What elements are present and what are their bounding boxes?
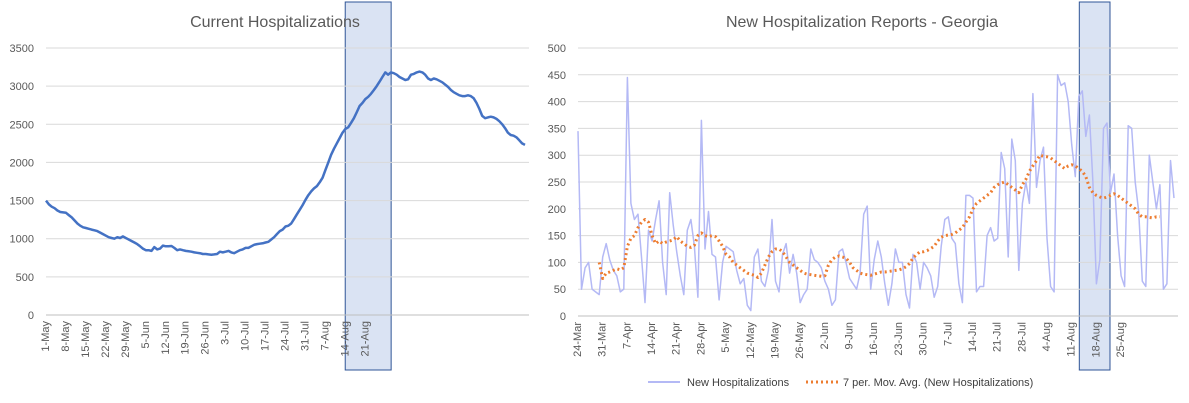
y-tick-labels: 0 500 1000 1500 2000 2500 3000 3500 bbox=[10, 43, 34, 322]
new-hospitalization-reports-chart: 0 50 100 150 200 250 300 350 400 450 500 24-Mar 31-… bbox=[548, 1, 1178, 389]
y-tick-label: 0 bbox=[28, 310, 34, 322]
x-tick-label: 29-May bbox=[120, 321, 132, 358]
y-gridlines bbox=[46, 47, 529, 316]
y-tick-label: 3500 bbox=[10, 43, 34, 55]
y-tick-label: 200 bbox=[548, 204, 566, 216]
chart-title: New Hospitalization Reports - Georgia bbox=[726, 14, 998, 31]
x-tick-label: 19-Jun bbox=[180, 321, 192, 355]
x-tick-label: 18-Aug bbox=[1090, 322, 1102, 357]
x-tick-label: 25-Aug bbox=[1115, 322, 1127, 357]
y-tick-label: 350 bbox=[548, 123, 566, 135]
x-tick-label: 4-Aug bbox=[1041, 322, 1053, 351]
x-tick-label: 12-Jun bbox=[160, 321, 172, 355]
x-tick-labels: 24-Mar 31-Mar 7-Apr 14-Apr 21-Apr 28-Apr 5-May… bbox=[572, 322, 1127, 359]
x-tick-label: 11-Aug bbox=[1066, 322, 1078, 357]
series-line-primary bbox=[45, 70, 526, 256]
x-tick-label: 14-Aug bbox=[339, 321, 351, 356]
x-tick-label: 3-Jul bbox=[220, 321, 232, 345]
y-gridlines bbox=[578, 47, 1178, 317]
y-tick-label: 50 bbox=[554, 284, 566, 296]
y-tick-labels: 0 50 100 150 200 250 300 350 400 450 500 bbox=[548, 43, 566, 323]
y-tick-label: 150 bbox=[548, 231, 566, 243]
x-tick-labels: 1-May 8-May 15-May 22-May 29-May 5-Jun 12-Jun 1… bbox=[40, 321, 371, 358]
x-tick-label: 7-Aug bbox=[319, 321, 331, 350]
x-tick-label: 22-May bbox=[100, 321, 112, 358]
x-tick-label: 28-Apr bbox=[695, 322, 707, 355]
x-tick-label: 24-Jul bbox=[280, 321, 292, 351]
chart-title: Current Hospitalizations bbox=[190, 14, 360, 31]
x-tick-label: 8-May bbox=[60, 321, 72, 352]
y-tick-label: 3000 bbox=[10, 81, 34, 93]
y-tick-label: 450 bbox=[548, 70, 566, 82]
legend: New Hospitalizations 7 per. Mov. Avg. (N… bbox=[648, 377, 1033, 389]
y-tick-label: 400 bbox=[548, 97, 566, 109]
highlight-band bbox=[1078, 1, 1111, 371]
x-tick-label: 26-May bbox=[794, 322, 806, 359]
series-group bbox=[577, 74, 1175, 312]
y-tick-label: 500 bbox=[16, 272, 34, 284]
highlight-band bbox=[344, 1, 392, 371]
x-tick-label: 31-Jul bbox=[299, 321, 311, 351]
x-tick-label: 16-Jun bbox=[868, 322, 880, 356]
x-tick-label: 26-Jun bbox=[200, 321, 212, 355]
y-tick-label: 0 bbox=[560, 311, 566, 323]
x-tick-label: 12-May bbox=[745, 322, 757, 359]
x-tick-label: 1-May bbox=[40, 321, 52, 352]
x-tick-label: 21-Aug bbox=[359, 321, 371, 356]
x-tick-label: 28-Jul bbox=[1016, 322, 1028, 352]
x-tick-label: 30-Jun bbox=[918, 322, 930, 356]
x-tick-label: 15-May bbox=[80, 321, 92, 358]
x-tick-label: 24-Mar bbox=[572, 322, 584, 357]
x-tick-label: 14-Apr bbox=[646, 322, 658, 355]
legend-label-moving-average: 7 per. Mov. Avg. (New Hospitalizations) bbox=[843, 377, 1033, 389]
x-tick-label: 2-Jun bbox=[819, 322, 831, 350]
y-tick-label: 2500 bbox=[10, 119, 34, 131]
x-tick-label: 23-Jun bbox=[893, 322, 905, 356]
y-tick-label: 1500 bbox=[10, 196, 34, 208]
x-tick-label: 5-Jun bbox=[140, 321, 152, 349]
y-tick-label: 300 bbox=[548, 150, 566, 162]
x-tick-label: 21-Jul bbox=[992, 322, 1004, 352]
x-tick-label: 7-Jul bbox=[942, 322, 954, 346]
x-tick-label: 9-Jun bbox=[844, 322, 856, 350]
x-tick-label: 5-May bbox=[720, 322, 732, 353]
x-tick-label: 7-Apr bbox=[621, 322, 633, 349]
legend-label-new-hospitalizations: New Hospitalizations bbox=[687, 377, 790, 389]
series-group bbox=[45, 70, 526, 256]
y-tick-label: 250 bbox=[548, 177, 566, 189]
y-tick-label: 2000 bbox=[10, 157, 34, 169]
y-tick-label: 100 bbox=[548, 257, 566, 269]
series-line-primary bbox=[577, 74, 1175, 312]
x-tick-label: 10-Jul bbox=[240, 321, 252, 351]
x-tick-label: 21-Apr bbox=[671, 322, 683, 355]
x-tick-label: 31-Mar bbox=[597, 322, 609, 357]
x-tick-label: 19-May bbox=[769, 322, 781, 359]
y-tick-label: 1000 bbox=[10, 234, 34, 246]
y-tick-label: 500 bbox=[548, 43, 566, 55]
x-tick-label: 17-Jul bbox=[260, 321, 272, 351]
x-tick-label: 14-Jul bbox=[967, 322, 979, 352]
